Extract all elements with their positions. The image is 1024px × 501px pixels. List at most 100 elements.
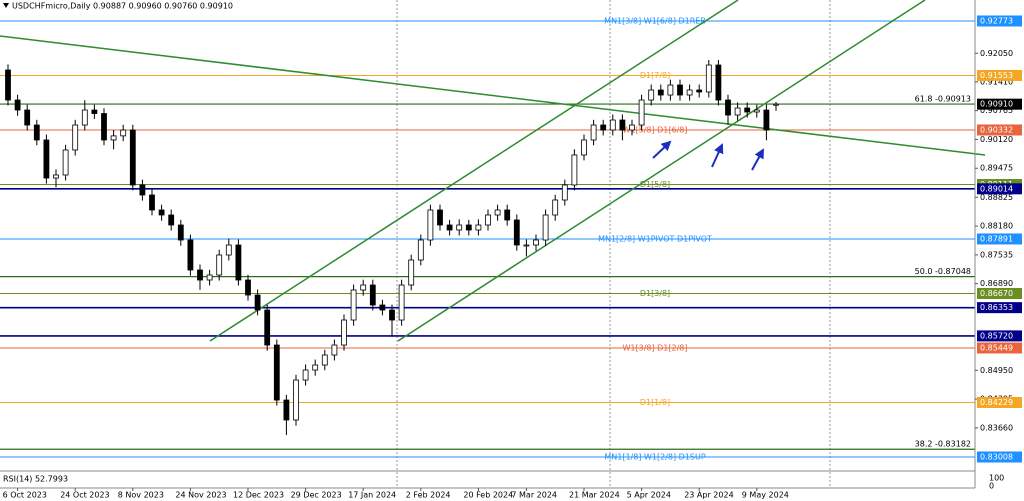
price-box-label: 0.86353: [980, 303, 1013, 312]
rsi-tick-label: 100: [989, 474, 1004, 483]
candle-body: [101, 113, 107, 141]
candle-body: [177, 224, 184, 241]
header: USDCHFmicro,Daily 0.90887 0.90960 0.9076…: [3, 2, 233, 11]
candle-body: [225, 244, 232, 256]
candle-body: [705, 64, 712, 93]
candle-body: [312, 364, 319, 371]
candle-body: [331, 344, 338, 356]
y-tick-label: 0.88825: [980, 193, 1013, 202]
candle-body: [677, 84, 683, 96]
price-box-label: 0.85720: [980, 331, 1013, 340]
x-tick-label: 24 Nov 2023: [175, 491, 226, 500]
candle-body: [725, 99, 731, 116]
price-box-label: 0.91553: [980, 71, 1013, 80]
candle-body: [437, 209, 443, 226]
y-tick-label: 0.83660: [980, 423, 1013, 432]
candle-body: [542, 214, 549, 241]
fib-label: 38.2 -0.83182: [915, 440, 971, 449]
price-box: [977, 302, 1022, 314]
x-tick-label: 17 Jan 2024: [348, 491, 396, 500]
price-box: [977, 451, 1022, 463]
price-box-label: 0.83008: [980, 453, 1013, 462]
x-tick-label: 7 Mar 2024: [511, 491, 557, 500]
candle-body: [273, 344, 280, 401]
rsi-label: RSI(14) 52.7993: [3, 475, 68, 484]
price-box-label: 0.85449: [980, 344, 1013, 353]
candle-body: [638, 99, 645, 126]
x-tick-label: 21 Mar 2024: [569, 491, 620, 500]
level-label: D1[5/8]: [640, 180, 670, 189]
candle-body: [341, 319, 347, 346]
price-box: [977, 287, 1022, 299]
arrow: [652, 140, 672, 159]
level-label: W1[5/8] D1[6/8]: [622, 125, 687, 134]
price-box-label: 0.84229: [980, 398, 1013, 407]
candle-body: [456, 224, 463, 231]
candle-body: [581, 139, 587, 156]
candle-body: [360, 284, 367, 291]
x-tick-label: 6 Oct 2023: [3, 491, 47, 500]
candle-body: [62, 149, 69, 176]
candle-body: [72, 124, 79, 151]
candle-body: [485, 214, 491, 226]
arrow: [711, 143, 724, 168]
price-box: [977, 330, 1022, 342]
price-box-label: 0.89014: [980, 184, 1013, 193]
y-tick-label: 0.88180: [980, 222, 1013, 231]
x-tick-label: 12 Dec 2023: [233, 491, 284, 500]
candle-body: [475, 224, 482, 231]
candle-body: [350, 289, 357, 321]
x-tick-label: 20 Feb 2024: [463, 491, 513, 500]
candle-body: [245, 279, 251, 296]
candle-body: [600, 124, 607, 131]
separators: [396, 0, 831, 487]
level-label: MN1[1/8] W1[2/8] D1SUP: [604, 453, 705, 462]
candle-body: [110, 135, 117, 141]
candle-body: [561, 184, 568, 201]
candle-body: [417, 239, 424, 261]
price-box-label: 0.86670: [980, 289, 1013, 298]
candle-body: [744, 107, 751, 113]
y-tick-label: 0.91410: [980, 77, 1013, 86]
level-label: MN1[2/8] W1PIVOT D1PIVOT: [598, 234, 712, 243]
level-label: D1[3/8]: [640, 289, 670, 298]
candle-body: [552, 199, 559, 216]
arrows: [652, 140, 764, 171]
trendlines: [0, 0, 986, 342]
level-label: D1[7/8]: [640, 71, 670, 80]
trendline: [0, 35, 986, 156]
candle-body: [667, 84, 674, 96]
candle-body: [139, 184, 146, 196]
x-tick-label: 23 Apr 2024: [684, 491, 733, 500]
candle-body: [5, 69, 11, 101]
candle-body: [321, 354, 328, 366]
price-box: [977, 183, 1022, 195]
candle-body: [715, 64, 722, 101]
y-tick-label: 0.84950: [980, 366, 1013, 375]
x-tick-label: 5 Apr 2024: [627, 491, 671, 500]
candle-body: [302, 369, 309, 381]
level-label: D1[1/8]: [640, 398, 670, 407]
candle-body: [158, 209, 165, 216]
chart-title: USDCHFmicro,Daily 0.90887 0.90960 0.9076…: [12, 2, 233, 11]
rsi-tick-label: 0: [989, 482, 994, 491]
candle-body: [168, 214, 175, 226]
x-tick-label: 8 Nov 2023: [118, 491, 164, 500]
candle-body: [504, 209, 511, 221]
candle-body: [533, 239, 539, 246]
menu-icon: [3, 3, 9, 8]
candle-body: [763, 109, 770, 131]
candle-body: [206, 274, 213, 281]
y-tick-label: 0.89475: [980, 164, 1013, 173]
candle-body: [33, 124, 40, 141]
x-tick-label: 2 Feb 2024: [406, 491, 451, 500]
price-box: [977, 69, 1022, 81]
candle-body: [197, 269, 203, 281]
candle-body: [293, 379, 299, 421]
trendline: [397, 0, 926, 342]
price-box-label: 0.90332: [980, 125, 1013, 134]
candle-body: [264, 309, 271, 346]
candle-body: [14, 99, 21, 111]
y-tick-label: 0.86890: [980, 279, 1013, 288]
